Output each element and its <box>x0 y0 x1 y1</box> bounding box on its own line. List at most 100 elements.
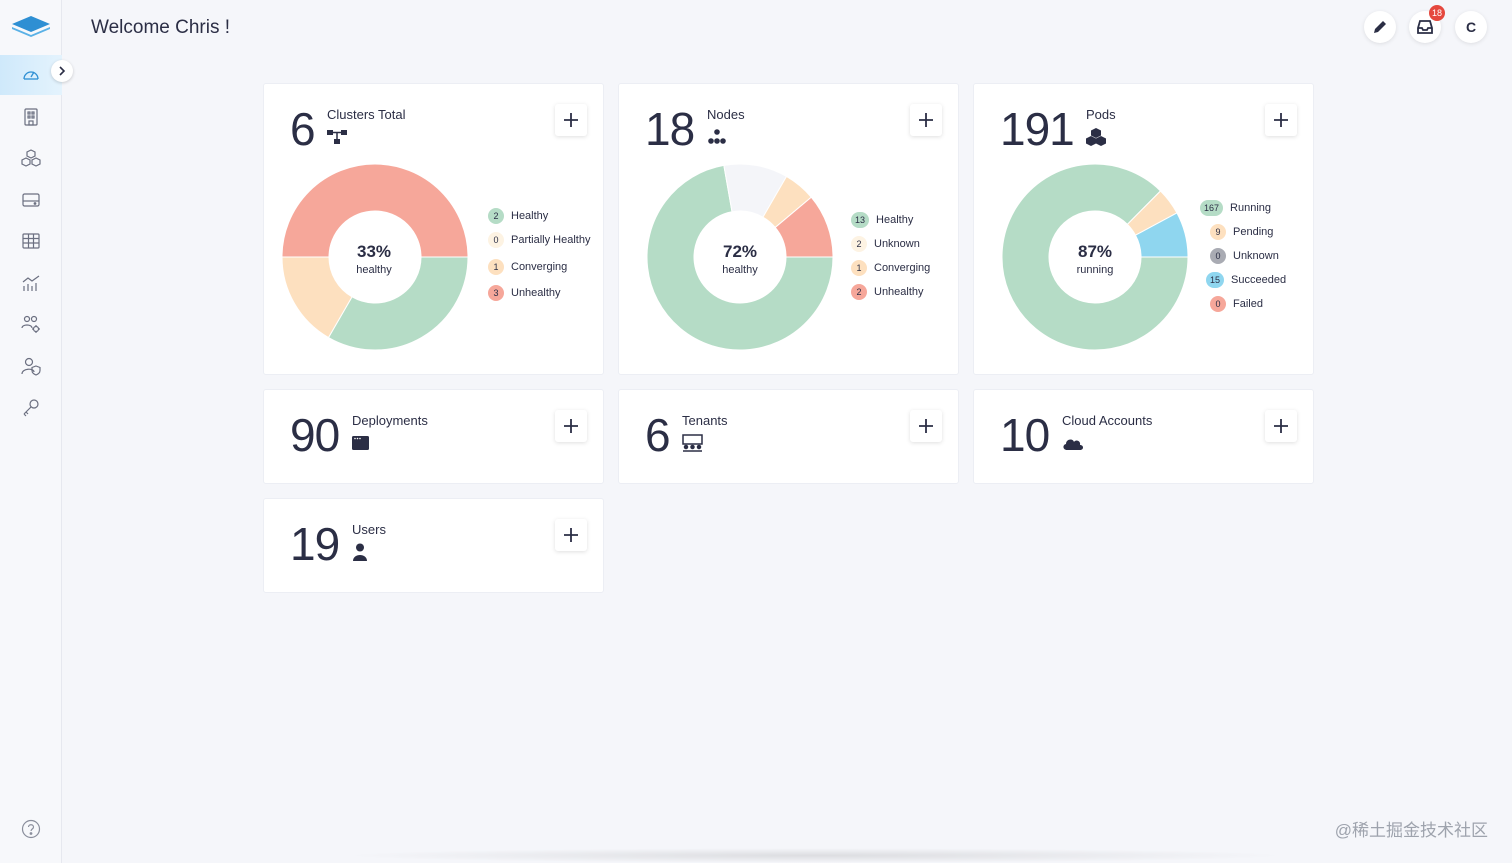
add-cloud-account-button[interactable] <box>1265 410 1297 442</box>
sidebar-item-monitoring[interactable] <box>0 263 62 303</box>
legend-label: Healthy <box>876 214 914 226</box>
plus-icon <box>564 528 578 542</box>
window-icon <box>352 436 369 450</box>
legend-item: 2 Unknown <box>851 236 920 252</box>
legend-item: 13 Healthy <box>851 212 913 228</box>
donut-slice-running[interactable] <box>1001 163 1189 351</box>
inbox-icon <box>1417 20 1433 34</box>
plus-icon <box>564 113 578 127</box>
legend-count: 1 <box>851 260 867 276</box>
pods-running-label: running <box>1076 264 1114 276</box>
drive-icon <box>22 193 40 207</box>
sidebar-item-tables[interactable] <box>0 221 62 261</box>
logo-icon[interactable] <box>10 14 52 40</box>
cloud-icon <box>1063 439 1083 450</box>
gauge-icon <box>23 71 39 80</box>
pods-donut-chart <box>1001 163 1189 351</box>
legend-count: 2 <box>488 208 504 224</box>
donut-slice-healthy[interactable] <box>646 164 834 351</box>
legend-label: Converging <box>511 261 568 273</box>
user-icon <box>353 543 367 561</box>
avatar[interactable]: C <box>1455 11 1487 43</box>
pods-count: 191 <box>1000 103 1075 155</box>
legend-label: Unknown <box>874 238 920 250</box>
sidebar-expand-button[interactable] <box>51 60 73 82</box>
deployments-card: 90 Deployments <box>263 389 604 484</box>
users-title: Users <box>352 522 386 537</box>
donut-slice-succeeded[interactable] <box>1134 212 1189 258</box>
nodes-title: Nodes <box>707 107 745 122</box>
sidebar <box>0 0 73 863</box>
pods-icon <box>1086 128 1106 146</box>
plus-icon <box>1274 419 1288 433</box>
edit-button[interactable] <box>1364 11 1396 43</box>
legend-item: 9 Pending <box>1210 224 1273 240</box>
cluster-icon <box>327 130 347 144</box>
legend-item: 3 Unhealthy <box>488 285 561 301</box>
sidebar-item-storage[interactable] <box>0 180 62 220</box>
cloud-accounts-count: 10 <box>1000 409 1050 461</box>
add-pod-button[interactable] <box>1265 104 1297 136</box>
legend-item: 2 Unhealthy <box>851 284 924 300</box>
key-icon <box>23 399 39 417</box>
page-title: Welcome Chris ! <box>91 17 231 38</box>
clusters-title: Clusters Total <box>327 107 406 122</box>
legend-item: 1 Converging <box>488 259 567 275</box>
sidebar-item-access[interactable] <box>0 346 62 386</box>
legend-label: Unknown <box>1233 250 1279 262</box>
tenants-title: Tenants <box>682 413 728 428</box>
nodes-icon <box>708 129 726 144</box>
sidebar-item-applications[interactable] <box>0 138 62 178</box>
users-count: 19 <box>290 518 340 570</box>
notification-badge: 18 <box>1428 5 1445 21</box>
pods-running-pct: 87% <box>1077 242 1113 261</box>
chart-icon <box>22 275 40 291</box>
watermark: @稀土掘金技术社区 <box>1334 821 1488 840</box>
legend-item: 1 Converging <box>851 260 930 276</box>
sidebar-item-teams[interactable] <box>0 304 62 344</box>
legend-count: 9 <box>1210 224 1226 240</box>
add-node-button[interactable] <box>910 104 942 136</box>
legend-count: 15 <box>1206 272 1225 288</box>
plus-icon <box>919 419 933 433</box>
add-cluster-button[interactable] <box>555 104 587 136</box>
help-icon[interactable] <box>21 819 41 839</box>
legend-count: 1 <box>488 259 504 275</box>
donut-slice-unhealthy[interactable] <box>774 196 834 258</box>
legend-count: 0 <box>1210 248 1226 264</box>
plus-icon <box>919 113 933 127</box>
clusters-healthy-label: healthy <box>356 264 392 276</box>
chevron-right-icon <box>59 66 66 76</box>
add-deployment-button[interactable] <box>555 410 587 442</box>
add-tenant-button[interactable] <box>910 410 942 442</box>
building-icon <box>24 108 38 126</box>
deployments-count: 90 <box>290 409 340 461</box>
clusters-healthy-pct: 33% <box>356 242 392 261</box>
users-gear-icon <box>21 315 40 333</box>
legend-count: 0 <box>488 232 504 248</box>
sidebar-item-clusters[interactable] <box>0 97 62 137</box>
legend-label: Partially Healthy <box>511 234 591 246</box>
legend-label: Unhealthy <box>511 287 561 299</box>
sidebar-item-keys[interactable] <box>0 387 62 427</box>
tenants-icon <box>682 434 703 452</box>
donut-slice-healthy[interactable] <box>327 256 469 351</box>
legend-item: 2 Healthy <box>488 208 548 224</box>
legend-label: Running <box>1230 202 1272 214</box>
nodes-count: 18 <box>645 103 695 155</box>
user-shield-icon <box>21 357 41 376</box>
donut-slice-unhealthy[interactable] <box>281 163 469 258</box>
add-user-button[interactable] <box>555 519 587 551</box>
grid-icon <box>22 233 40 249</box>
nodes-healthy-pct: 72% <box>722 242 758 261</box>
plus-icon <box>564 419 578 433</box>
legend-count: 3 <box>488 285 504 301</box>
nodes-donut-center: 72% healthy <box>695 242 785 276</box>
legend-item: 15 Succeeded <box>1206 272 1286 288</box>
cloud-accounts-title: Cloud Accounts <box>1062 413 1153 428</box>
notifications-button[interactable]: 18 <box>1409 5 1445 43</box>
nodes-card: 18 Nodes 72% healthy 13 Healthy 2 Unknown … <box>618 83 959 375</box>
nodes-donut-chart <box>646 163 834 351</box>
legend-label: Healthy <box>511 210 549 222</box>
